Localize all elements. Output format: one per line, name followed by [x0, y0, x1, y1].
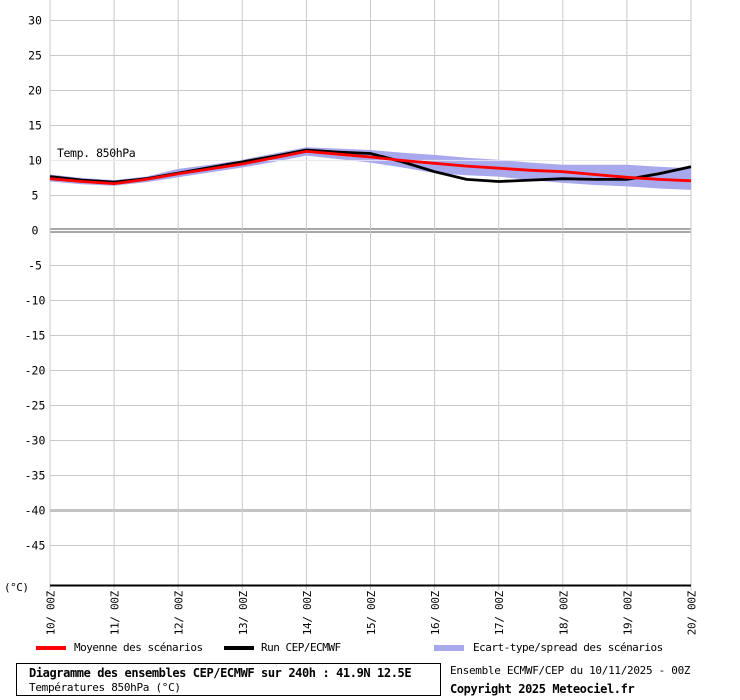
y-tick-label: -35 — [25, 469, 46, 483]
ensemble-chart: 30 25 20 15 10 5 0 -5 -10 -15 -20 -25 -30 -35 -40 -45 10… — [4, 0, 699, 635]
mean-line-legend-label: Moyenne des scénarios — [74, 641, 203, 654]
run-info-text: Ensemble ECMWF/CEP du 10/11/2025 - 00Z — [450, 664, 691, 677]
y-tick-label: 20 — [28, 84, 42, 98]
y-tick-label: -20 — [25, 364, 46, 378]
chart-title: Diagramme des ensembles CEP/ECMWF sur 24… — [29, 666, 412, 680]
chart-subtitle: Températures 850hPa (°C) — [29, 681, 181, 694]
y-tick-label: -40 — [25, 504, 46, 518]
x-tick-label: 17/ 00Z — [493, 590, 506, 635]
run-line-legend-label: Run CEP/ECMWF — [261, 641, 341, 654]
chart-annotation: Temp. 850hPa — [57, 146, 135, 160]
y-tick-label: 0 — [32, 224, 39, 238]
run-line-swatch — [224, 646, 254, 650]
y-tick-label: 10 — [28, 154, 42, 168]
y-tick-label: -25 — [25, 399, 46, 413]
mean-line-swatch — [36, 646, 66, 650]
y-tick-label: 30 — [28, 14, 42, 28]
unit-label: (°C) — [4, 581, 29, 594]
x-tick-label: 19/ 00Z — [621, 590, 634, 635]
y-tick-label: 5 — [32, 189, 39, 203]
spread-band-legend-label: Ecart-type/spread des scénarios — [473, 641, 663, 654]
y-tick-label: -15 — [25, 329, 46, 343]
y-tick-label: -10 — [25, 294, 46, 308]
y-tick-label: 25 — [28, 49, 42, 63]
mean-line — [49, 149, 692, 186]
y-tick-label: 15 — [28, 119, 42, 133]
copyright-text: Copyright 2025 Meteociel.fr — [450, 682, 635, 696]
x-tick-label: 11/ 00Z — [109, 590, 122, 635]
legend: Moyenne des scénarios Run CEP/ECMWF Ecar… — [0, 638, 740, 658]
x-tick-label: 14/ 00Z — [301, 590, 314, 635]
x-tick-label: 16/ 00Z — [429, 590, 442, 635]
y-tick-label: -30 — [25, 434, 46, 448]
x-tick-label: 20/ 00Z — [686, 590, 699, 635]
x-tick-label: 18/ 00Z — [557, 590, 570, 635]
x-tick-label: 10/ 00Z — [45, 590, 58, 635]
y-tick-label: -45 — [25, 539, 46, 553]
spread-band-swatch — [434, 645, 464, 651]
run-info-block: Ensemble ECMWF/CEP du 10/11/2025 - 00Z C… — [450, 664, 691, 696]
x-tick-label: 15/ 00Z — [365, 590, 378, 635]
x-tick-label: 12/ 00Z — [173, 590, 186, 635]
x-tick-label: 13/ 00Z — [237, 590, 250, 635]
y-tick-label: -5 — [28, 259, 42, 273]
chart-info-box: Diagramme des ensembles CEP/ECMWF sur 24… — [16, 663, 441, 696]
